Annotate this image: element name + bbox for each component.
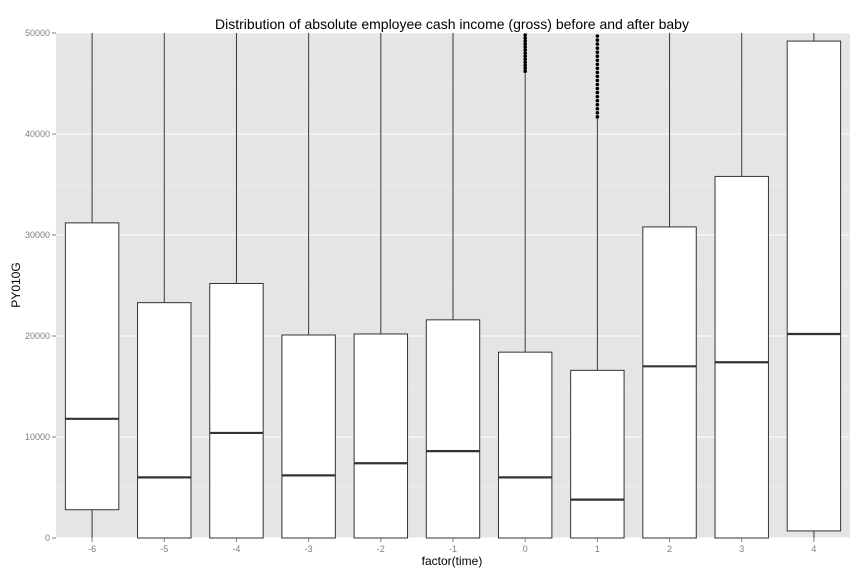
outlier-point — [523, 51, 527, 55]
box-iqr — [64, 222, 120, 511]
outlier-point — [595, 34, 600, 38]
outlier-point — [523, 36, 527, 40]
y-tick-label: 0 — [45, 533, 50, 543]
outlier-point — [595, 46, 600, 50]
box-iqr — [570, 369, 625, 539]
outlier-point — [595, 42, 600, 46]
outlier-point — [595, 110, 600, 115]
box-iqr — [209, 282, 264, 539]
outlier-point — [595, 66, 600, 71]
outlier-point — [595, 62, 600, 67]
y-tick-label: 50000 — [25, 28, 50, 38]
outlier-point — [595, 106, 600, 111]
outlier-point — [523, 39, 527, 43]
box-3 — [714, 33, 769, 539]
outlier-point — [523, 60, 527, 65]
outlier-point — [595, 98, 600, 103]
box-iqr — [281, 334, 336, 539]
outlier-point — [523, 54, 527, 59]
outlier-point — [595, 115, 600, 119]
chart-title: Distribution of absolute employee cash i… — [215, 16, 689, 32]
outlier-point — [523, 48, 527, 52]
box-0 — [497, 33, 553, 539]
y-axis-label: PY010G — [9, 262, 23, 307]
outlier-point — [595, 102, 600, 107]
outlier-point — [595, 94, 600, 99]
x-axis: -6 -5 -4 -3 -2 -1 0 1 2 3 4 — [88, 538, 816, 554]
box-iqr — [497, 351, 553, 539]
box--1 — [425, 33, 481, 539]
outlier-point — [523, 45, 527, 49]
box-1 — [570, 34, 625, 539]
box-4 — [786, 33, 842, 538]
box-iqr — [137, 302, 192, 539]
outlier-point — [523, 63, 527, 68]
y-axis: 0 10000 20000 30000 40000 50000 — [25, 28, 56, 543]
box-iqr — [425, 319, 481, 539]
outlier-point — [595, 86, 600, 91]
x-tick-label: 0 — [523, 544, 528, 554]
x-tick-label: -6 — [88, 544, 96, 554]
y-tick-label: 30000 — [25, 230, 50, 240]
outlier-point — [523, 33, 527, 37]
y-tick-label: 20000 — [25, 331, 50, 341]
outlier-point — [523, 57, 527, 62]
outlier-point — [595, 74, 600, 79]
box--4 — [209, 33, 264, 539]
outlier-point — [595, 70, 600, 75]
y-tick-label: 10000 — [25, 432, 50, 442]
box-iqr — [642, 226, 697, 539]
x-axis-label: factor(time) — [422, 554, 483, 568]
outlier-point — [595, 78, 600, 83]
box-iqr — [786, 40, 842, 532]
outlier-point — [595, 90, 600, 95]
x-tick-label: 3 — [739, 544, 744, 554]
box-iqr — [353, 333, 409, 539]
outlier-point — [523, 69, 527, 74]
outlier-point — [595, 82, 600, 87]
outlier-point — [595, 54, 600, 59]
outlier-point — [523, 66, 527, 71]
x-tick-label: -3 — [305, 544, 313, 554]
boxes — [64, 33, 842, 539]
box--5 — [137, 33, 192, 539]
box--2 — [353, 33, 409, 539]
outlier-point — [595, 58, 600, 63]
x-tick-label: 2 — [667, 544, 672, 554]
x-tick-label: -4 — [232, 544, 240, 554]
y-tick-label: 40000 — [25, 129, 50, 139]
x-tick-label: -1 — [449, 544, 457, 554]
box--6 — [64, 33, 120, 538]
outlier-point — [523, 42, 527, 46]
outlier-point — [595, 38, 600, 42]
x-tick-label: -2 — [377, 544, 385, 554]
x-tick-label: 1 — [595, 544, 600, 554]
x-tick-label: -5 — [160, 544, 168, 554]
box-iqr — [714, 175, 769, 539]
box--3 — [281, 33, 336, 539]
x-tick-label: 4 — [811, 544, 816, 554]
outlier-point — [595, 50, 600, 54]
